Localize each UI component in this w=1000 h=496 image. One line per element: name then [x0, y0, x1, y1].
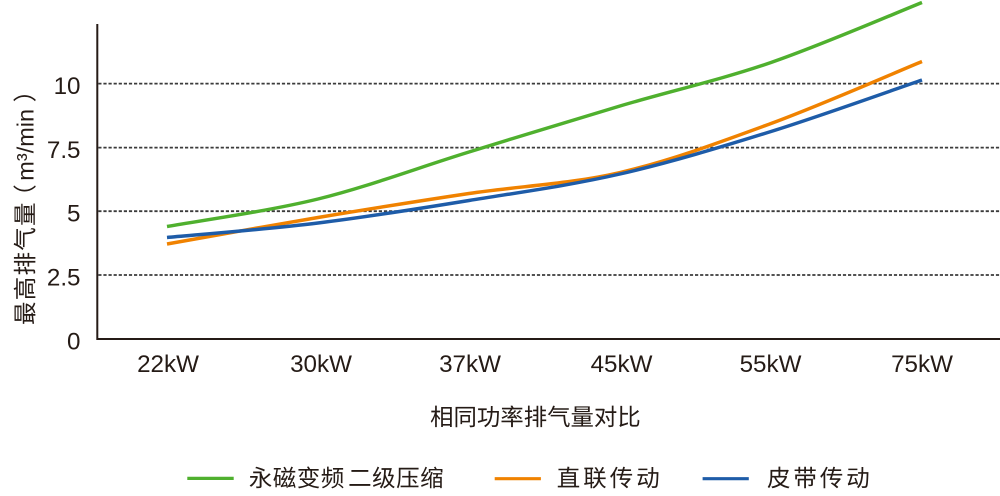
- svg-text:7.5: 7.5: [47, 137, 81, 164]
- svg-text:75kW: 75kW: [891, 351, 953, 378]
- svg-text:2.5: 2.5: [47, 264, 81, 291]
- svg-text:10: 10: [54, 73, 81, 100]
- svg-text:55kW: 55kW: [740, 351, 802, 378]
- svg-text:5: 5: [67, 201, 80, 228]
- svg-text:0: 0: [67, 328, 80, 355]
- svg-text:37kW: 37kW: [439, 351, 501, 378]
- svg-text:30kW: 30kW: [290, 351, 352, 378]
- svg-text:m³/min: m³/min: [13, 109, 39, 181]
- svg-text:22kW: 22kW: [137, 351, 199, 378]
- svg-text:45kW: 45kW: [591, 351, 653, 378]
